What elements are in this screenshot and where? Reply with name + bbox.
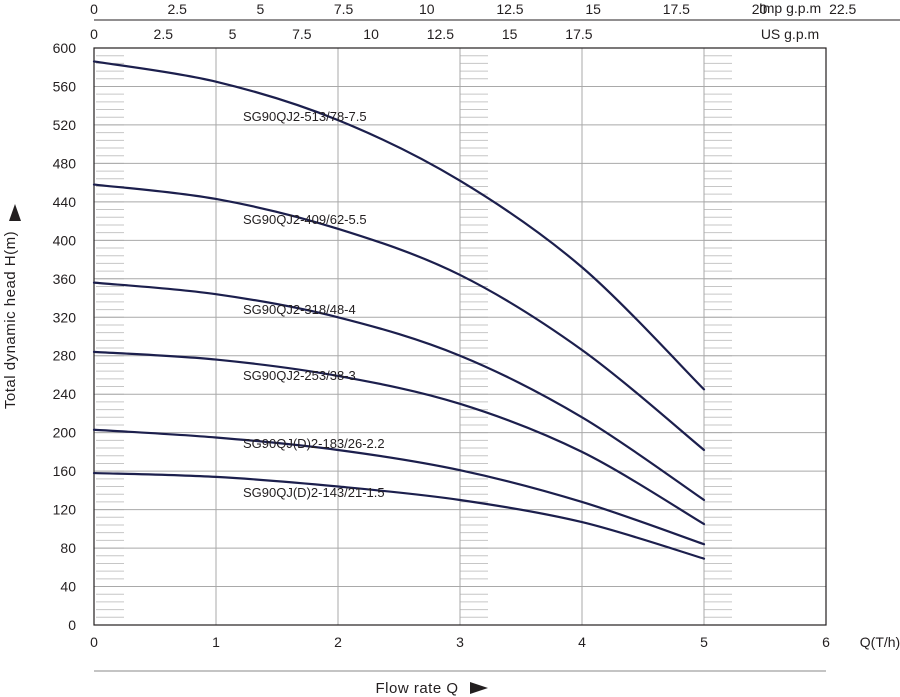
- y-tick-label: 560: [53, 78, 77, 94]
- imp-gpm-axis-label: Imp g.p.m: [759, 0, 821, 16]
- x-tick-label: 6: [822, 634, 830, 650]
- imp-gpm-tick-label: 0: [90, 1, 98, 17]
- y-tick-label: 440: [53, 194, 77, 210]
- y-tick-label: 40: [60, 579, 76, 595]
- imp-gpm-tick-label: 2.5: [167, 1, 187, 17]
- x-tick-label: 4: [578, 634, 586, 650]
- curve-label: SG90QJ2-409/62-5.5: [243, 212, 367, 227]
- y-tick-label: 360: [53, 271, 77, 287]
- curves-layer: [92, 60, 706, 560]
- us-gpm-tick-label: 0: [90, 26, 98, 42]
- us-gpm-tick-label: 2.5: [154, 26, 174, 42]
- us-gpm-tick-label: 10: [363, 26, 379, 42]
- imp-gpm-tick-label: 15: [585, 1, 601, 17]
- performance-curve: [92, 471, 706, 560]
- grid-layer: [94, 48, 826, 625]
- curve-label: SG90QJ2-513/78-7.5: [243, 109, 367, 124]
- imp-gpm-tick-label: 7.5: [334, 1, 354, 17]
- imp-gpm-tick-label: 12.5: [496, 1, 523, 17]
- y-tick-label: 600: [53, 40, 77, 56]
- x-tick-label: 3: [456, 634, 464, 650]
- curve-label: SG90QJ2-318/48-4: [243, 302, 356, 317]
- x-tick-label: 5: [700, 634, 708, 650]
- us-gpm-tick-label: 15: [502, 26, 518, 42]
- y-tick-label: 0: [68, 617, 76, 633]
- y-tick-label: 320: [53, 309, 77, 325]
- curve-label: SG90QJ(D)2-143/21-1.5: [243, 485, 385, 500]
- curve-label: SG90QJ2-253/38-3: [243, 368, 356, 383]
- imp-gpm-tick-label: 10: [419, 1, 435, 17]
- y-axis-title: Total dynamic head H(m): [2, 231, 19, 409]
- frame-layer: [93, 19, 900, 672]
- y-tick-label: 280: [53, 348, 77, 364]
- performance-curve: [92, 281, 706, 502]
- x-axis-title: Flow rate Q: [375, 680, 458, 697]
- y-tick-label: 80: [60, 540, 76, 556]
- plot-frame: [93, 47, 827, 626]
- imp-gpm-tick-label: 5: [256, 1, 264, 17]
- y-tick-label: 240: [53, 386, 77, 402]
- us-gpm-tick-label: 12.5: [427, 26, 454, 42]
- us-gpm-axis-label: US g.p.m: [761, 26, 819, 42]
- performance-curve: [92, 428, 706, 546]
- y-tick-label: 160: [53, 463, 77, 479]
- us-gpm-tick-label: 17.5: [565, 26, 592, 42]
- x-axis-arrow-icon: [470, 682, 488, 694]
- imp-gpm-tick-label: 20: [752, 1, 768, 17]
- imp-gpm-tick-label: 17.5: [663, 1, 690, 17]
- x-unit-label: Q(T/h): [860, 634, 900, 650]
- y-axis-arrow-icon: [9, 204, 21, 221]
- us-gpm-tick-label: 7.5: [292, 26, 312, 42]
- performance-curve: [92, 350, 706, 526]
- y-tick-label: 120: [53, 502, 77, 518]
- performance-curve: [92, 183, 706, 452]
- curve-label: SG90QJ(D)2-183/26-2.2: [243, 436, 385, 451]
- y-tick-label: 400: [53, 232, 77, 248]
- y-tick-label: 200: [53, 425, 77, 441]
- y-tick-label: 520: [53, 117, 77, 133]
- x-tick-label: 2: [334, 634, 342, 650]
- us-gpm-tick-label: 5: [229, 26, 237, 42]
- x-tick-label: 0: [90, 634, 98, 650]
- x-tick-label: 1: [212, 634, 220, 650]
- y-tick-label: 480: [53, 155, 77, 171]
- imp-gpm-tick-label: 22.5: [829, 1, 856, 17]
- performance-curve: [92, 60, 706, 391]
